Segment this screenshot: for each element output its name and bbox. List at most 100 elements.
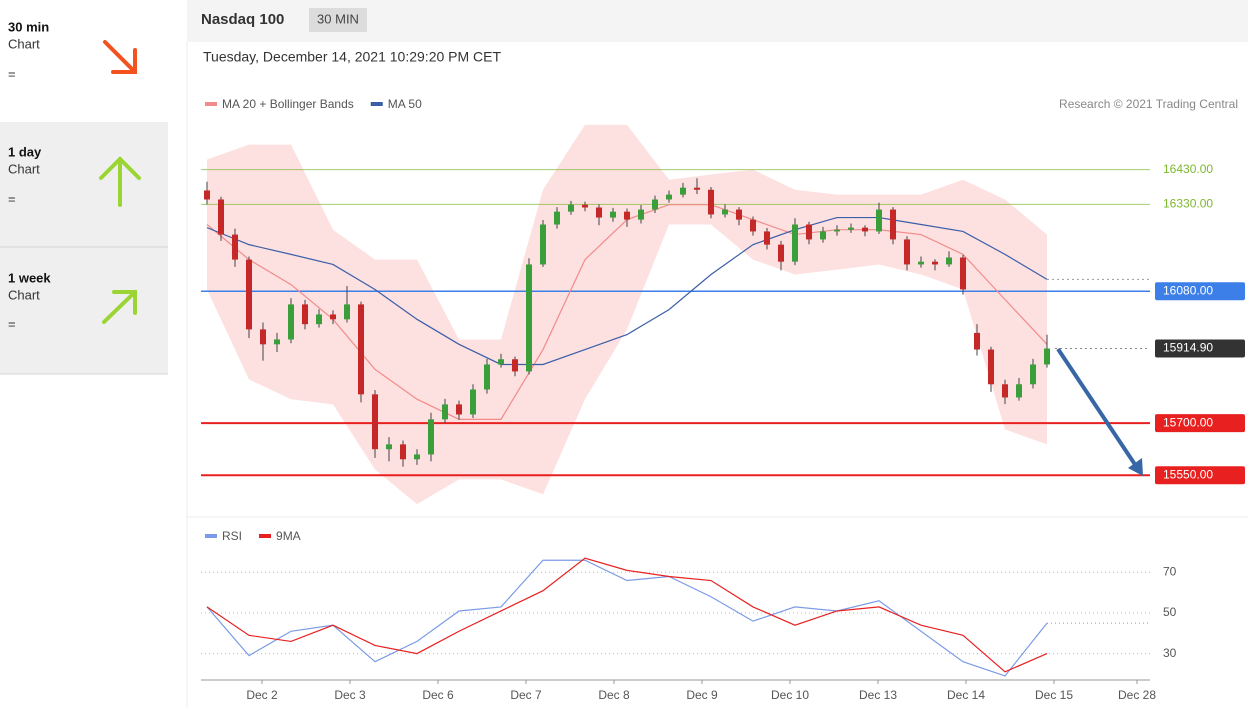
moving-average	[206, 216, 1048, 366]
x-tick-label: Dec 10	[771, 688, 809, 702]
candle-body	[596, 207, 602, 218]
candle-body	[456, 404, 462, 415]
timeframe-card[interactable]	[0, 247, 168, 374]
candle-body	[890, 209, 896, 240]
x-tick-label: Dec 13	[859, 688, 897, 702]
candle-body	[946, 257, 952, 265]
candle-body	[862, 227, 868, 232]
candle-body	[246, 259, 252, 330]
candle-body	[232, 234, 238, 260]
candle-body	[400, 444, 406, 460]
candle-body	[302, 304, 308, 325]
price-tag-label: 15914.90	[1163, 341, 1213, 355]
x-tick-label: Dec 14	[947, 688, 985, 702]
candle-body	[764, 231, 770, 245]
x-tick-label: Dec 3	[334, 688, 366, 702]
candle-body	[484, 364, 490, 390]
candle-body	[722, 209, 728, 215]
candle-body	[904, 239, 910, 265]
arrow-down	[103, 40, 137, 74]
interval: 30 MIN	[317, 11, 359, 26]
candle-body	[652, 199, 658, 210]
price-tag	[1155, 466, 1245, 485]
candle-body	[204, 190, 210, 200]
legend-swatch	[205, 102, 217, 106]
candle-body	[540, 224, 546, 265]
candle-body	[428, 419, 434, 455]
candle-body	[610, 211, 616, 218]
period: 1 week	[8, 270, 51, 285]
candle-body	[736, 209, 742, 220]
candle-body	[918, 261, 924, 265]
candle-body	[414, 454, 420, 460]
candle-body	[512, 359, 518, 372]
x-tick-label: Dec 2	[246, 688, 278, 702]
candle-body	[666, 194, 672, 200]
candle-body	[876, 209, 882, 232]
candle-body	[470, 389, 476, 415]
chart-label: Chart	[8, 287, 40, 302]
candle-body	[848, 227, 854, 230]
chart-label: Chart	[8, 36, 40, 51]
price-tag-label: 15550.00	[1163, 467, 1213, 481]
price-tag-label: 16080.00	[1163, 283, 1213, 297]
candle-body	[274, 339, 280, 345]
candle-body	[1002, 384, 1008, 398]
price-tag-label: 16330.00	[1163, 197, 1213, 211]
forecast-arrow	[1056, 347, 1138, 468]
trend-arrows	[99, 40, 141, 324]
candle-body	[932, 261, 938, 265]
candle-body	[778, 244, 784, 262]
signal: =	[8, 316, 16, 331]
candle-body	[386, 444, 392, 450]
candle-body	[344, 304, 350, 320]
y-tick-label: 50	[1163, 605, 1177, 619]
bollinger-band	[207, 124, 1047, 505]
arrow-up-right	[102, 290, 137, 324]
legend-label: MA 20 + Bollinger Bands	[222, 97, 354, 111]
source: Research © 2021 Trading Central	[1059, 97, 1238, 111]
candle-body	[680, 187, 686, 195]
candle-body	[820, 231, 826, 240]
candle-body	[358, 304, 364, 395]
candle-body	[498, 359, 504, 365]
price-tag	[1155, 282, 1245, 301]
x-tick-label: Dec 8	[598, 688, 630, 702]
timeframe-card[interactable]	[0, 0, 168, 122]
candle-body	[1016, 384, 1022, 398]
x-tick-label: Dec 7	[510, 688, 542, 702]
x-tick-label: Dec 6	[422, 688, 454, 702]
candle-body	[974, 332, 980, 350]
price-tag-label: 15700.00	[1163, 415, 1213, 429]
price-tag-label: 16430.00	[1163, 162, 1213, 176]
legend-swatch	[370, 102, 383, 106]
candle-body	[316, 314, 322, 325]
rsi-line	[206, 557, 1048, 673]
candle-body	[372, 394, 378, 450]
candle-body	[260, 329, 266, 345]
candle-body	[330, 314, 336, 320]
legend-swatch	[259, 534, 272, 538]
signal: =	[8, 191, 16, 206]
y-tick-label: 30	[1163, 646, 1177, 660]
candle-body	[568, 204, 574, 212]
y-tick-label: 70	[1163, 565, 1177, 579]
timeframe-card[interactable]	[0, 122, 168, 247]
candle-body	[554, 211, 560, 225]
candle-body	[960, 257, 966, 290]
candle-body	[526, 264, 532, 372]
candle-body	[218, 199, 224, 235]
timestamp: Tuesday, December 14, 2021 10:29:20 PM C…	[203, 49, 501, 65]
candle-body	[624, 211, 630, 220]
rsi-line	[206, 559, 1048, 677]
candle-body	[694, 187, 700, 190]
candle-body	[834, 229, 840, 232]
legend-label: 9MA	[276, 529, 301, 543]
x-tick-label: Dec 9	[686, 688, 718, 702]
chart-label: Chart	[8, 161, 40, 176]
candle-body	[442, 404, 448, 420]
x-tick-label: Dec 28	[1118, 688, 1156, 702]
interval-badge[interactable]	[309, 8, 367, 32]
